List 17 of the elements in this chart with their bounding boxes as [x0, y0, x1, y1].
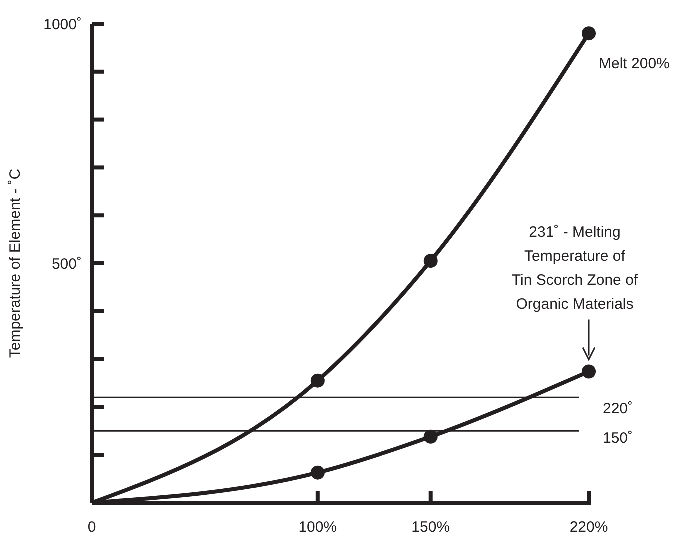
x-tick-label: 220% [570, 519, 608, 536]
ref-line-label: 150˚ [603, 430, 634, 448]
y-tick-label: 500˚ [52, 256, 82, 273]
point [424, 254, 438, 268]
point [582, 26, 596, 41]
point [310, 374, 325, 388]
ref-line-label: 220˚ [603, 400, 634, 418]
point [424, 430, 438, 444]
y-tick-label: 1000˚ [44, 16, 82, 34]
y-axis-title: Temperature of Element - ˚C [7, 168, 24, 358]
x-tick-label: 0 [88, 519, 96, 536]
point [582, 364, 596, 379]
x-tick-label: 100% [298, 519, 338, 536]
series-label: Melt 200% [599, 56, 670, 73]
annotation: 231˚ - Melting Temperature of Tin Scorch Zone of Organic Materials [512, 224, 639, 313]
point [310, 466, 325, 480]
x-tick-label: 150% [412, 519, 450, 536]
